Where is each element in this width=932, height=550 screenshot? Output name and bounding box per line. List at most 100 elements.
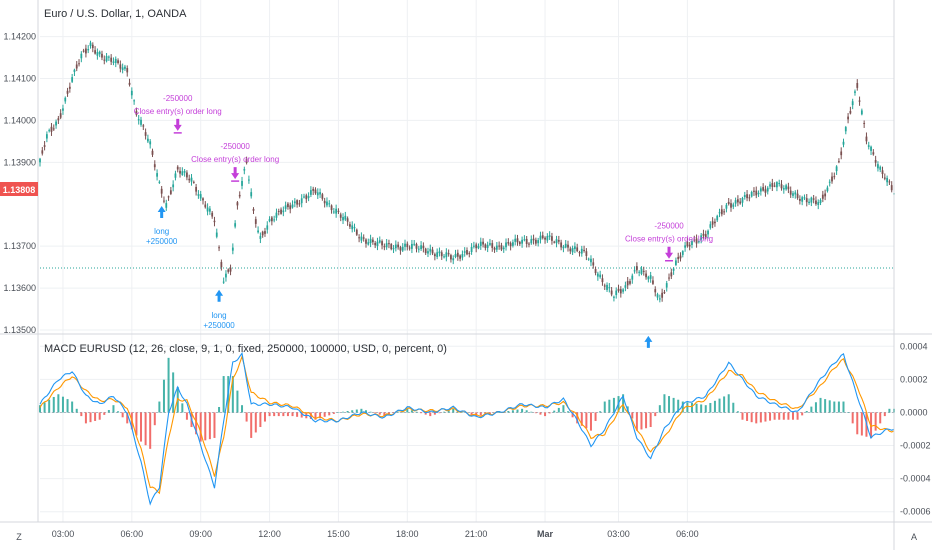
candle-body[interactable] <box>551 236 553 241</box>
candle-body[interactable] <box>640 268 643 274</box>
candle-body[interactable] <box>236 202 239 206</box>
candle-body[interactable] <box>516 238 519 243</box>
candle-body[interactable] <box>204 204 207 208</box>
candle-body[interactable] <box>353 227 356 229</box>
candle-body[interactable] <box>854 91 856 93</box>
candle-body[interactable] <box>243 169 246 171</box>
candle-body[interactable] <box>264 231 266 234</box>
candle-body[interactable] <box>773 185 776 187</box>
candle-body[interactable] <box>631 275 634 280</box>
macd-axis-labels[interactable]: 0.0004 0.0002 0.0000 -0.0002 -0.0004 -0.0006 <box>900 341 931 516</box>
candle-body[interactable] <box>450 255 452 260</box>
candle-body[interactable] <box>491 243 494 248</box>
candle-body[interactable] <box>482 241 484 245</box>
candle-body[interactable] <box>548 235 551 237</box>
candle-body[interactable] <box>110 57 113 62</box>
candle-body[interactable] <box>427 251 429 254</box>
candle-body[interactable] <box>470 247 473 253</box>
candle-body[interactable] <box>564 243 567 248</box>
candle-body[interactable] <box>576 247 579 252</box>
candle-body[interactable] <box>629 281 631 284</box>
candle-body[interactable] <box>762 187 765 191</box>
candle-body[interactable] <box>714 221 716 224</box>
candle-body[interactable] <box>759 188 762 192</box>
candle-body[interactable] <box>254 219 257 224</box>
candle-body[interactable] <box>103 59 106 61</box>
candle-body[interactable] <box>87 49 90 51</box>
candle-body[interactable] <box>360 236 363 241</box>
candle-body[interactable] <box>417 248 420 250</box>
candle-body[interactable] <box>323 200 326 204</box>
candle-body[interactable] <box>801 197 804 202</box>
zoom-corner-left[interactable]: Z <box>16 532 22 542</box>
candle-body[interactable] <box>613 296 615 298</box>
candle-body[interactable] <box>512 242 514 246</box>
candle-body[interactable] <box>420 245 422 250</box>
candle-body[interactable] <box>500 245 503 250</box>
candle-body[interactable] <box>505 242 507 248</box>
candle-body[interactable] <box>635 266 638 271</box>
candle-body[interactable] <box>592 262 595 266</box>
candle-body[interactable] <box>626 281 629 286</box>
candle-body[interactable] <box>339 214 342 218</box>
candle-body[interactable] <box>541 235 544 239</box>
candle-body[interactable] <box>121 67 124 70</box>
candle-body[interactable] <box>514 238 517 242</box>
candle-body[interactable] <box>560 242 563 248</box>
candle-body[interactable] <box>459 255 462 259</box>
candle-body[interactable] <box>213 220 216 223</box>
candle-body[interactable] <box>250 192 253 197</box>
candle-body[interactable] <box>454 254 457 258</box>
close-exit-arrow-icon[interactable] <box>231 167 240 180</box>
candle-body[interactable] <box>429 248 432 252</box>
candle-body[interactable] <box>573 246 576 250</box>
candle-body[interactable] <box>684 245 686 248</box>
candle-body[interactable] <box>374 242 377 246</box>
candle-body[interactable] <box>365 239 367 244</box>
candle-body[interactable] <box>785 185 788 190</box>
candle-body[interactable] <box>525 238 528 245</box>
candle-body[interactable] <box>792 193 794 196</box>
candle-body[interactable] <box>197 194 200 196</box>
candle-body[interactable] <box>867 145 870 147</box>
candle-body[interactable] <box>881 170 884 175</box>
candle-body[interactable] <box>252 208 255 211</box>
candle-body[interactable] <box>810 197 813 203</box>
candle-body[interactable] <box>562 246 565 249</box>
candle-body[interactable] <box>741 197 744 203</box>
candle-body[interactable] <box>803 197 806 199</box>
candle-body[interactable] <box>709 224 712 228</box>
candle-body[interactable] <box>135 110 138 115</box>
candle-body[interactable] <box>305 195 308 200</box>
candle-body[interactable] <box>117 60 119 64</box>
candle-body[interactable] <box>39 158 41 163</box>
candle-body[interactable] <box>883 177 886 179</box>
candle-body[interactable] <box>452 258 455 261</box>
candle-body[interactable] <box>647 276 650 280</box>
candle-body[interactable] <box>720 209 723 215</box>
candle-body[interactable] <box>392 248 395 250</box>
candle-body[interactable] <box>71 77 74 82</box>
candle-body[interactable] <box>796 193 799 199</box>
candle-body[interactable] <box>599 274 602 278</box>
candle-body[interactable] <box>787 186 790 190</box>
candle-body[interactable] <box>723 211 726 213</box>
candle-body[interactable] <box>475 244 478 249</box>
candle-body[interactable] <box>181 171 184 175</box>
candle-body[interactable] <box>275 212 278 218</box>
candle-body[interactable] <box>812 198 815 200</box>
candle-body[interactable] <box>828 181 831 183</box>
candle-body[interactable] <box>195 186 198 192</box>
candle-body[interactable] <box>238 194 241 197</box>
candle-body[interactable] <box>668 277 670 279</box>
candle-body[interactable] <box>433 254 436 257</box>
candle-body[interactable] <box>502 247 505 250</box>
candle-body[interactable] <box>571 247 574 253</box>
candle-body[interactable] <box>169 190 172 194</box>
candle-body[interactable] <box>849 110 852 114</box>
candle-body[interactable] <box>824 193 827 197</box>
candle-body[interactable] <box>865 136 868 142</box>
candle-body[interactable] <box>858 100 861 102</box>
candle-body[interactable] <box>369 238 372 244</box>
